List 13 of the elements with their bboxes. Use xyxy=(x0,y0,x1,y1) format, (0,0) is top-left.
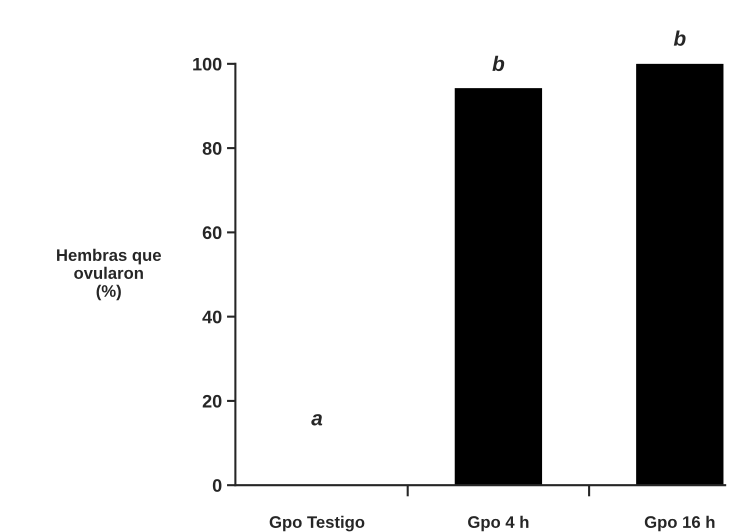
y-tick-label: 40 xyxy=(202,310,222,324)
x-tick-label: Gpo 16 h xyxy=(644,516,714,532)
y-tick-label: 0 xyxy=(212,479,222,492)
annotation: b xyxy=(492,56,504,72)
x-tick-label: Gpo 4 h xyxy=(468,516,528,532)
y-tick-label: 100 xyxy=(193,58,222,71)
annotation: a xyxy=(311,414,322,426)
annotation: b xyxy=(674,30,686,46)
y-tick-label: 80 xyxy=(202,142,222,155)
y-tick-label: 20 xyxy=(202,394,222,408)
x-tick-label: Gpo Testigo xyxy=(270,516,364,532)
y-tick-label: 60 xyxy=(202,226,222,240)
y-axis-title: Hembras que ovularon (%) xyxy=(57,248,161,300)
